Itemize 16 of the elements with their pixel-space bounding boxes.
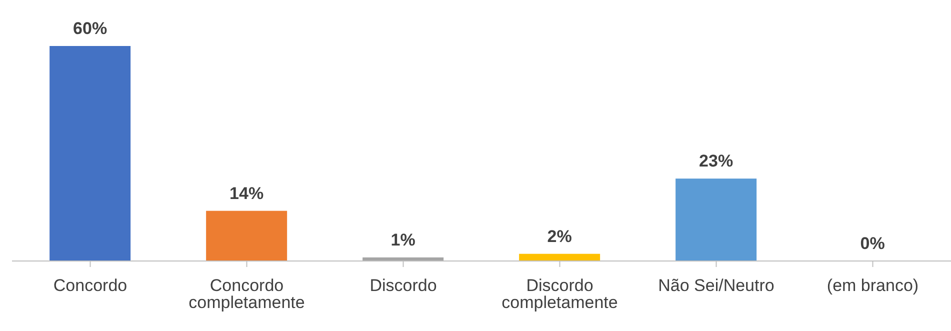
data-label: 2%	[547, 226, 572, 246]
x-tick-label: Discordo	[370, 276, 437, 296]
x-tick-label: Concordo	[53, 276, 128, 296]
data-label: 14%	[230, 184, 264, 203]
data-label: 1%	[390, 230, 416, 250]
x-tick-label: Concordo completamente	[188, 276, 305, 312]
bar	[206, 210, 288, 261]
data-label: 23%	[699, 152, 734, 171]
x-tick-label: (em branco)	[826, 276, 919, 296]
bar	[519, 254, 600, 261]
data-label: 0%	[860, 234, 885, 253]
x-tick-label: Discordo completamente	[502, 276, 618, 312]
x-tick-label: Não Sei/Neutro	[658, 276, 774, 296]
bar	[50, 46, 131, 261]
bar	[676, 178, 757, 261]
data-label: 60%	[73, 19, 108, 38]
